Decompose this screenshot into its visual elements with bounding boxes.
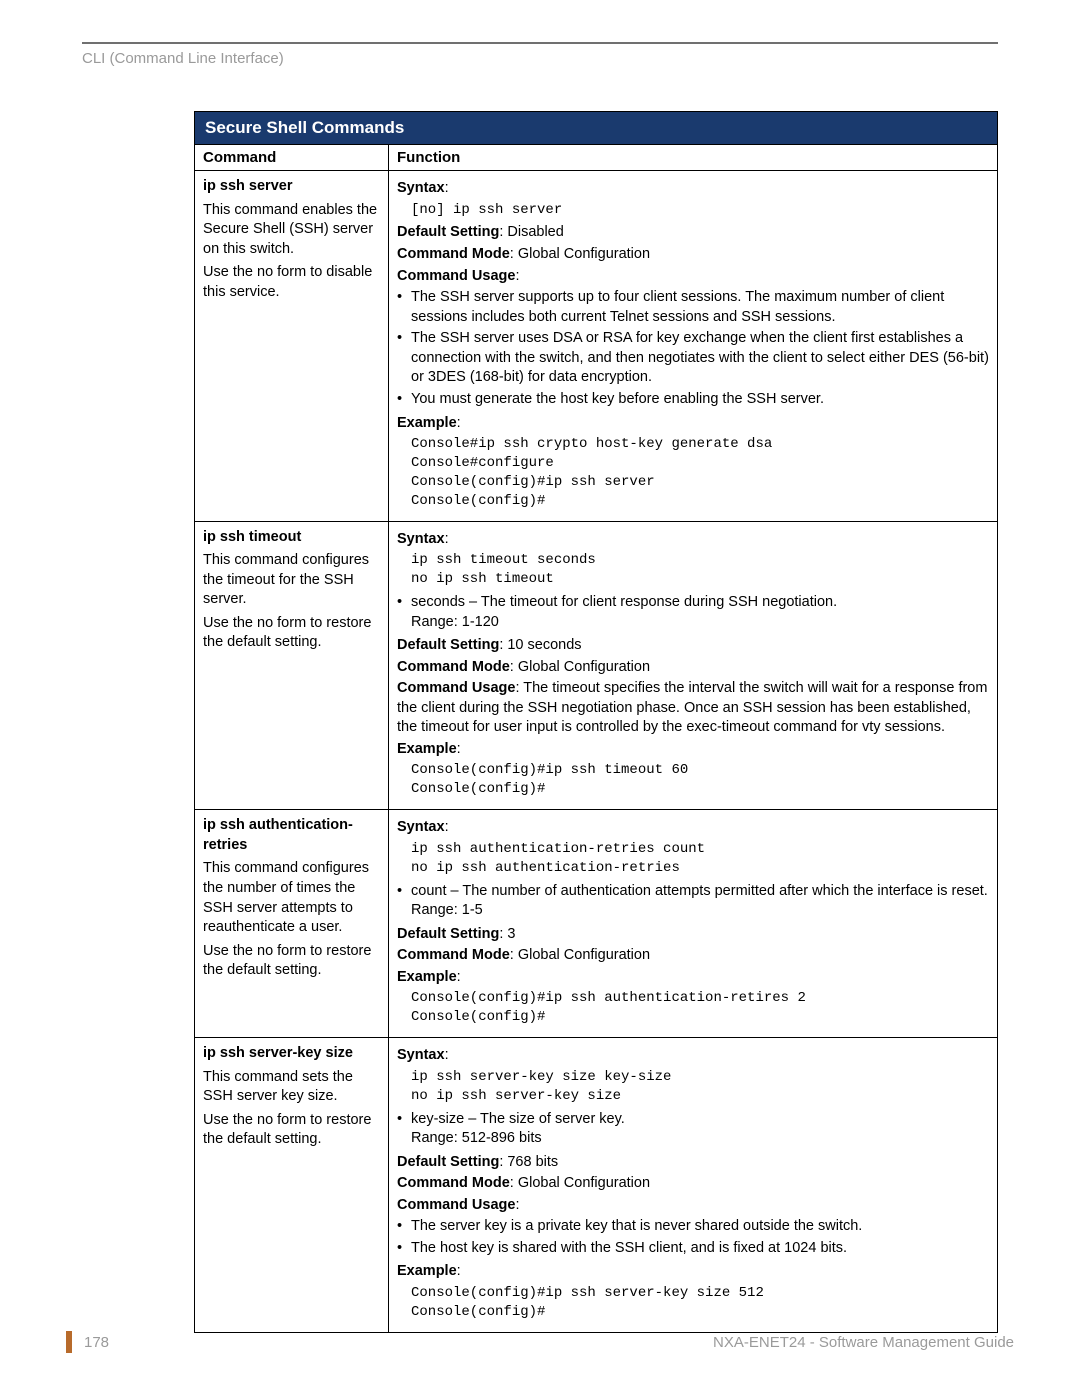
example-code: Console(config)#ip ssh authentication-re…	[411, 989, 989, 1027]
command-description: Use the no form to disable this service.	[203, 263, 380, 302]
example-code: Console(config)#ip ssh timeout 60 Consol…	[411, 761, 989, 799]
syntax-code: ip ssh timeout seconds no ip ssh timeout	[411, 551, 989, 589]
command-mode-label: Command Mode	[397, 246, 510, 262]
command-mode-label: Command Mode	[397, 947, 510, 963]
usage-bullet: The host key is shared with the SSH clie…	[411, 1239, 989, 1259]
param-bullet: seconds – The timeout for client respons…	[411, 594, 837, 610]
usage-bullet: You must generate the host key before en…	[411, 390, 989, 410]
syntax-label: Syntax	[397, 531, 445, 547]
param-bullet: count – The number of authentication att…	[411, 883, 988, 899]
command-name: ip ssh server-key size	[203, 1044, 380, 1064]
command-description: Use the no form to restore the default s…	[203, 614, 380, 653]
param-range: Range: 1-120	[411, 614, 499, 630]
command-description: Use the no form to restore the default s…	[203, 1111, 380, 1150]
footer-title: NXA-ENET24 - Software Management Guide	[713, 1334, 1014, 1351]
table-row: ip ssh timeout This command configures t…	[195, 521, 998, 810]
syntax-code: ip ssh server-key size key-size no ip ss…	[411, 1068, 989, 1106]
syntax-label: Syntax	[397, 180, 445, 196]
usage-bullets: •The SSH server supports up to four clie…	[397, 288, 989, 409]
table-row: ip ssh server This command enables the S…	[195, 171, 998, 522]
example-label: Example	[397, 415, 457, 431]
command-description: This command configures the timeout for …	[203, 551, 380, 610]
param-bullet: key-size – The size of server key.	[411, 1111, 625, 1127]
command-usage-label: Command Usage	[397, 680, 515, 696]
example-label: Example	[397, 741, 457, 757]
default-setting-value: : 3	[499, 926, 515, 942]
command-description: Use the no form to restore the default s…	[203, 942, 380, 981]
default-setting-value: : Disabled	[499, 224, 563, 240]
command-mode-label: Command Mode	[397, 1175, 510, 1191]
default-setting-value: : 768 bits	[499, 1154, 558, 1170]
syntax-code: [no] ip ssh server	[411, 201, 989, 220]
default-setting-label: Default Setting	[397, 224, 499, 240]
command-mode-label: Command Mode	[397, 659, 510, 675]
commands-table: Secure Shell Commands Command Function i…	[194, 111, 998, 1333]
usage-bullet: The SSH server uses DSA or RSA for key e…	[411, 329, 989, 388]
syntax-label: Syntax	[397, 1047, 445, 1063]
example-label: Example	[397, 969, 457, 985]
command-name: ip ssh server	[203, 177, 380, 197]
table-row: ip ssh server-key size This command sets…	[195, 1038, 998, 1333]
command-description: This command sets the SSH server key siz…	[203, 1068, 380, 1107]
default-setting-label: Default Setting	[397, 926, 499, 942]
column-header-function: Function	[389, 145, 998, 171]
default-setting-label: Default Setting	[397, 637, 499, 653]
top-rule	[82, 42, 998, 44]
breadcrumb: CLI (Command Line Interface)	[82, 50, 998, 67]
command-usage-label: Command Usage	[397, 1197, 515, 1213]
syntax-code: ip ssh authentication-retries count no i…	[411, 840, 989, 878]
footer-accent-bar	[66, 1331, 72, 1353]
page-footer: 178 NXA-ENET24 - Software Management Gui…	[66, 1331, 1014, 1353]
command-usage-label: Command Usage	[397, 268, 515, 284]
syntax-label: Syntax	[397, 819, 445, 835]
column-header-command: Command	[195, 145, 389, 171]
command-mode-value: : Global Configuration	[510, 1175, 650, 1191]
command-mode-value: : Global Configuration	[510, 659, 650, 675]
param-range: Range: 1-5	[411, 902, 483, 918]
default-setting-value: : 10 seconds	[499, 637, 581, 653]
table-row: ip ssh authentication-retries This comma…	[195, 810, 998, 1038]
table-title: Secure Shell Commands	[195, 112, 998, 145]
param-range: Range: 512-896 bits	[411, 1130, 542, 1146]
command-mode-value: : Global Configuration	[510, 246, 650, 262]
example-label: Example	[397, 1263, 457, 1279]
default-setting-label: Default Setting	[397, 1154, 499, 1170]
example-code: Console#ip ssh crypto host-key generate …	[411, 435, 989, 511]
usage-bullet: The SSH server supports up to four clien…	[411, 288, 989, 327]
usage-bullet: The server key is a private key that is …	[411, 1217, 989, 1237]
page-number: 178	[84, 1334, 109, 1351]
command-name: ip ssh timeout	[203, 528, 380, 548]
command-mode-value: : Global Configuration	[510, 947, 650, 963]
command-description: This command configures the number of ti…	[203, 859, 380, 937]
command-name: ip ssh authentication-retries	[203, 816, 380, 855]
page-content: CLI (Command Line Interface) Secure Shel…	[82, 42, 998, 1333]
example-code: Console(config)#ip ssh server-key size 5…	[411, 1284, 989, 1322]
command-description: This command enables the Secure Shell (S…	[203, 201, 380, 260]
